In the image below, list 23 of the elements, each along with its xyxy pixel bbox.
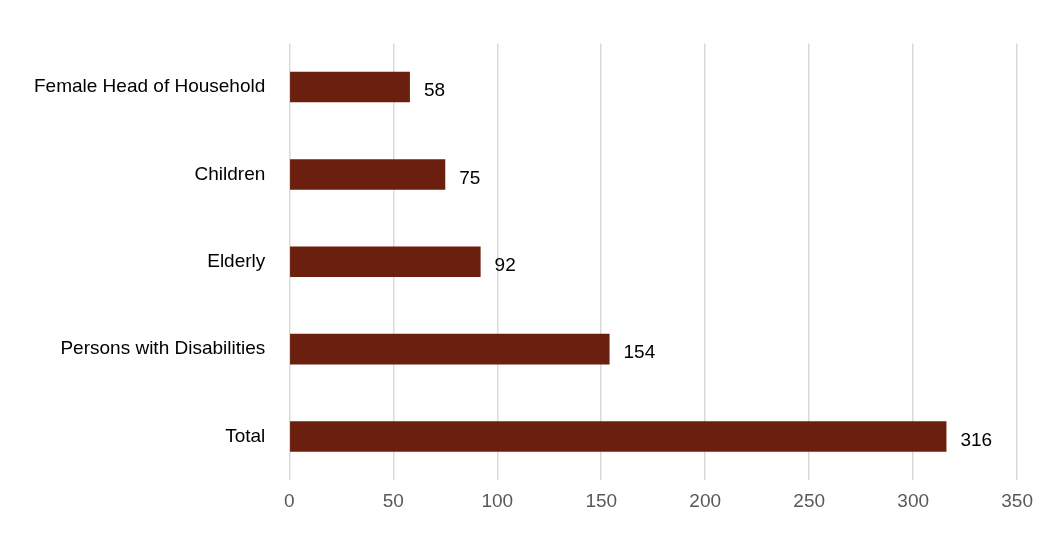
bar <box>290 421 947 452</box>
y-tick-label: Persons with Disabilities <box>60 337 266 359</box>
bar <box>290 333 610 365</box>
y-tick-label: Female Head of Household <box>33 75 266 97</box>
x-tick-label: 200 <box>689 489 722 511</box>
x-tick-label: 150 <box>585 489 618 511</box>
data-label: 58 <box>423 79 446 101</box>
data-label: 316 <box>960 428 993 450</box>
x-tick-label: 100 <box>481 489 514 511</box>
bar <box>290 71 410 103</box>
x-tick-label: 0 <box>284 489 295 511</box>
x-tick-label: 350 <box>1001 489 1033 511</box>
bar <box>290 246 481 278</box>
x-tick-label: 250 <box>793 489 826 511</box>
data-label: 92 <box>494 254 516 276</box>
x-tick-label: 300 <box>897 489 930 511</box>
data-label: 75 <box>459 166 481 188</box>
y-tick-label: Total <box>225 424 266 446</box>
bar <box>290 159 446 190</box>
x-tick-label: 50 <box>382 489 404 511</box>
y-tick-label: Elderly <box>207 250 266 272</box>
y-tick-label: Children <box>194 162 266 184</box>
data-label: 154 <box>623 341 656 363</box>
